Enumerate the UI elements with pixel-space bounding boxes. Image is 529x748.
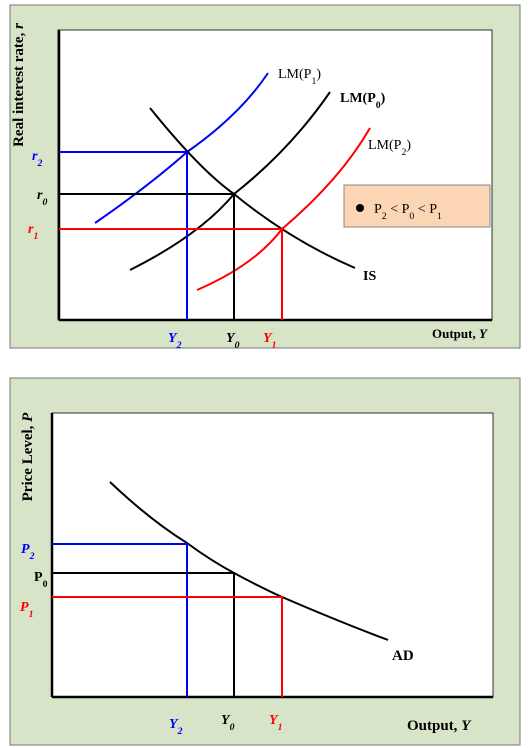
text-part: IS: [363, 269, 376, 284]
text-part: P: [20, 600, 29, 615]
y1-label: Y1: [263, 331, 276, 351]
y-axis-label: Real interest rate, r: [11, 23, 27, 147]
text-part: r: [28, 222, 34, 237]
bottom-plot: [51, 412, 494, 698]
text-part: Y: [263, 331, 273, 346]
text-part: r: [32, 149, 38, 164]
text-part: P: [21, 542, 30, 557]
p1-label: P1: [20, 600, 33, 620]
x-axis-label: Output, Y: [407, 718, 472, 734]
text-part: Y: [168, 331, 178, 346]
subscript: 2: [382, 211, 387, 222]
text-part: Output,: [407, 718, 461, 734]
subscript: 2: [401, 147, 406, 158]
y1-label: Y1: [269, 713, 282, 733]
text-part: Y: [221, 713, 231, 728]
text-part: LM(P: [368, 138, 402, 153]
text-part: Y: [226, 331, 236, 346]
subscript: 2: [29, 551, 35, 562]
legend-bullet: [356, 204, 364, 212]
text-part: < P: [414, 202, 437, 217]
subscript: 1: [272, 340, 277, 351]
guide-0: [59, 193, 235, 320]
text-part: ): [381, 91, 386, 106]
y0-label: Y0: [221, 713, 235, 733]
subscript: 2: [176, 340, 182, 351]
subscript: 0: [230, 722, 235, 733]
legend-text: P2 < P0 < P1: [374, 202, 442, 222]
legend-box: [343, 184, 491, 228]
text-part: ): [406, 138, 411, 153]
variable: Y: [479, 326, 488, 341]
subscript: 0: [409, 211, 414, 222]
p0-label: P0: [34, 570, 48, 590]
y0-label: Y0: [226, 331, 240, 351]
subscript: 1: [33, 231, 38, 242]
subscript: 0: [42, 197, 47, 208]
subscript: 1: [311, 76, 316, 87]
subscript: 1: [437, 211, 442, 222]
text-part: Real interest rate,: [11, 29, 27, 147]
guide-0: [52, 572, 235, 697]
text-part: Y: [269, 713, 279, 728]
text-part: LM(P: [340, 91, 376, 106]
text-part: ): [316, 67, 321, 82]
subscript: 0: [235, 340, 240, 351]
guide-2: [52, 543, 188, 697]
is-label: IS: [363, 269, 376, 284]
text-part: Price Level,: [20, 422, 36, 502]
r0-label: r0: [37, 188, 47, 208]
text-part: Y: [169, 717, 179, 732]
y2-label: Y2: [168, 331, 182, 351]
guide-1: [52, 596, 283, 697]
text-part: AD: [392, 648, 414, 664]
variable: r: [11, 23, 27, 29]
subscript: 1: [29, 609, 34, 620]
subscript: 1: [278, 722, 283, 733]
subscript: 2: [177, 726, 183, 737]
subscript: 0: [43, 579, 48, 590]
text-part: P: [374, 202, 382, 217]
ad-label: AD: [392, 648, 414, 664]
text-part: r: [37, 188, 43, 203]
variable: Y: [461, 718, 472, 734]
subscript: 2: [36, 158, 42, 169]
p2-label: P2: [21, 542, 35, 562]
y2-label: Y2: [169, 717, 183, 737]
guide-2: [59, 151, 188, 320]
lm-p0-label: LM(P0): [340, 91, 386, 111]
r2-label: r2: [32, 149, 42, 169]
lm-p2-label: LM(P2): [368, 138, 411, 158]
y-axis-label: Price Level, P: [20, 412, 36, 502]
text-part: P: [34, 570, 43, 585]
top-plot: [57, 29, 493, 321]
subscript: 0: [376, 100, 381, 111]
text-part: < P: [387, 202, 410, 217]
x-axis-label: Output, Y: [432, 326, 488, 341]
guide-1: [59, 228, 283, 320]
text-part: Output,: [432, 326, 479, 341]
r1-label: r1: [28, 222, 38, 242]
lm-p1-label: LM(P1): [278, 67, 321, 87]
variable: P: [20, 412, 36, 422]
text-part: LM(P: [278, 67, 312, 82]
